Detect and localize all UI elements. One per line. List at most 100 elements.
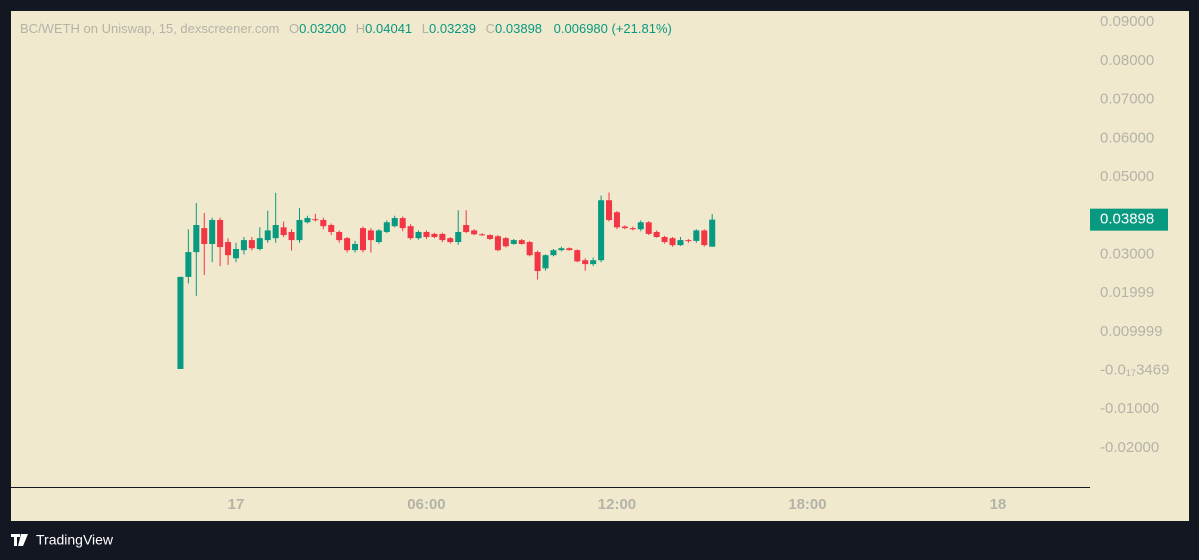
legend-key: H — [356, 21, 365, 36]
candle-body — [177, 276, 184, 369]
symbol: BC/WETH on Uniswap, 15, dexscreener.com — [20, 21, 279, 36]
footer-brand: TradingView — [36, 532, 114, 548]
x-tick-label: 18:00 — [788, 496, 826, 513]
candle-body — [344, 238, 351, 251]
y-tick-label: 0.08000 — [1100, 52, 1154, 69]
logo-icon — [11, 534, 28, 546]
candle-body — [685, 240, 692, 242]
candle-body — [232, 249, 240, 259]
candle-body — [582, 260, 589, 265]
candle-body — [367, 230, 374, 241]
price-tag-label: 0.03898 — [1100, 211, 1154, 228]
candle-body — [645, 222, 652, 234]
candle-body — [606, 200, 613, 220]
y-tick-label: 0.03000 — [1100, 245, 1154, 262]
candle-body — [431, 233, 438, 238]
candle-body — [225, 242, 232, 256]
y-tick-label: -0.02000 — [1100, 439, 1159, 456]
candle-body — [375, 230, 382, 243]
candle-body — [613, 212, 620, 228]
x-tick-label: 18 — [990, 496, 1007, 513]
candle-body — [201, 228, 208, 244]
candle-body — [383, 222, 390, 232]
candle-body — [264, 230, 271, 241]
y-tick-label: 0.01999 — [1100, 284, 1154, 301]
candle-body — [217, 219, 224, 248]
candle-body — [463, 225, 470, 232]
candle-body — [709, 219, 716, 247]
candle-body — [399, 218, 406, 229]
candle-body — [542, 255, 549, 269]
candle-body — [312, 219, 319, 221]
candle-body — [415, 231, 422, 239]
candle-body — [359, 228, 366, 251]
candle-body — [328, 225, 335, 232]
candle-body — [288, 231, 295, 241]
candle-body — [193, 225, 200, 253]
chart-header: BC/WETH on Uniswap, 15, dexscreener.com … — [20, 21, 672, 36]
legend-value: 0.04041 — [365, 21, 412, 36]
candle-body — [518, 240, 525, 244]
legend-key: L — [422, 21, 429, 36]
candle-body — [280, 227, 287, 236]
candle-body — [598, 200, 605, 261]
x-tick-label: 17 — [228, 496, 245, 513]
x-tick-label: 06:00 — [407, 496, 445, 513]
candle-body — [407, 226, 414, 239]
candle-body — [304, 218, 311, 223]
y-tick-label: 0.05000 — [1100, 168, 1154, 185]
candle-body — [352, 243, 359, 251]
candle-body — [629, 228, 636, 230]
candle-body — [637, 222, 644, 230]
candle-body — [336, 231, 343, 241]
candle-body — [693, 230, 700, 241]
candle-body — [677, 240, 684, 246]
y-tick-label: 0.06000 — [1100, 129, 1154, 146]
candle-body — [701, 230, 708, 246]
legend-value: 0.03898 — [495, 21, 542, 36]
candle-body — [621, 226, 628, 229]
candle-body — [534, 252, 541, 272]
candle-body — [272, 225, 279, 239]
candle-body — [256, 238, 263, 249]
legend-key: O — [289, 21, 299, 36]
price-tag — [1090, 208, 1168, 231]
y-tick-label: 0.009999 — [1100, 323, 1163, 340]
candle-body — [486, 235, 493, 239]
candle-body — [526, 242, 533, 256]
candle-body — [558, 248, 565, 251]
candle-body — [391, 218, 398, 227]
y-tick-label: 0.09000 — [1100, 13, 1154, 30]
candle-body — [653, 231, 660, 238]
candle-body — [185, 252, 192, 277]
candle-body — [423, 231, 430, 238]
candle-body — [479, 234, 486, 236]
candle-body — [447, 238, 454, 243]
candle-body — [320, 219, 327, 227]
candle-body — [455, 231, 462, 243]
candle-body — [502, 238, 509, 247]
candle-body — [661, 237, 668, 243]
candle-body — [248, 240, 255, 249]
candle-body — [669, 238, 676, 246]
y-tick-label: 0.07000 — [1100, 91, 1154, 108]
chart-background — [11, 11, 1189, 521]
candle-body — [566, 248, 573, 251]
legend-key: C — [486, 21, 495, 36]
x-tick-label: 12:00 — [598, 496, 636, 513]
candle-body — [471, 230, 478, 235]
candle-body — [590, 260, 597, 265]
candle-body — [494, 236, 501, 251]
y-tick-label: -0.0₁₇3469 — [1100, 361, 1169, 378]
legend-value: 0.03239 — [429, 21, 476, 36]
candle-body — [209, 219, 216, 244]
candle-body — [510, 240, 517, 244]
y-tick-label: -0.01000 — [1100, 400, 1159, 417]
tradingview-logo: TradingView — [11, 532, 114, 548]
candle-body — [550, 250, 557, 256]
candle-body — [574, 250, 581, 262]
candle-body — [296, 219, 303, 241]
candle-body — [439, 233, 446, 241]
candle-body — [240, 240, 247, 251]
